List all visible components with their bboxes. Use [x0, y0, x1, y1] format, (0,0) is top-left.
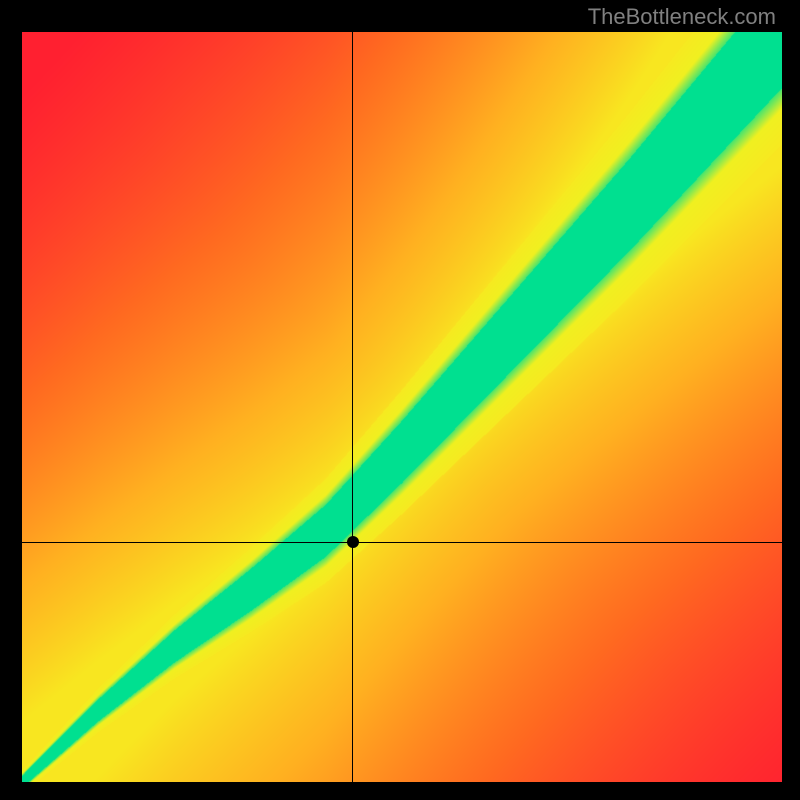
heatmap-plot: [20, 30, 784, 784]
crosshair-vertical: [352, 32, 353, 782]
chart-container: { "watermark": { "text": "TheBottleneck.…: [0, 0, 800, 800]
crosshair-marker: [347, 536, 359, 548]
heatmap-canvas: [22, 32, 782, 782]
crosshair-horizontal: [22, 542, 782, 543]
watermark-text: TheBottleneck.com: [588, 4, 776, 30]
